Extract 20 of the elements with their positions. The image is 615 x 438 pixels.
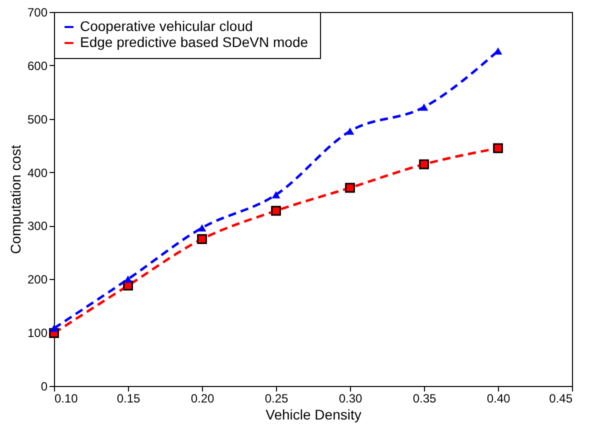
legend-label: Edge predictive based SDeVN mode [80, 34, 308, 50]
y-tick-label: 600 [27, 58, 48, 73]
y-tick-label: 200 [27, 272, 48, 287]
x-tick-label: 0.45 [549, 392, 573, 406]
x-tick-label: 0.35 [412, 392, 436, 406]
x-tick-label: 0.10 [54, 392, 78, 406]
y-tick-label: 400 [27, 166, 48, 180]
x-tick-label: 0.15 [116, 392, 140, 406]
legend-label: Cooperative vehicular cloud [80, 18, 253, 34]
y-tick-label: 700 [27, 6, 48, 20]
y-tick-label: 300 [27, 219, 48, 234]
x-axis-title: Vehicle Density [266, 406, 362, 422]
y-axis-title: Computation cost [7, 144, 24, 254]
x-tick-label: 0.30 [338, 392, 362, 406]
y-tick-label: 500 [27, 112, 48, 126]
x-tick-label: 0.25 [264, 392, 288, 406]
x-tick-label: 0.20 [190, 392, 214, 406]
y-tick-label: 0 [40, 380, 48, 394]
y-tick-label: 100 [27, 326, 48, 340]
x-tick-label: 0.40 [486, 392, 510, 406]
